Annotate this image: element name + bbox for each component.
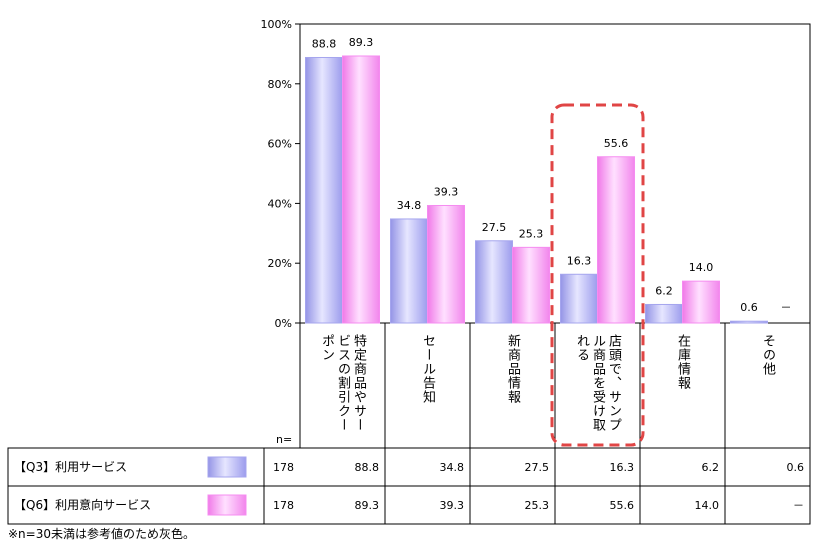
table-cell: 89.3 [355, 499, 380, 512]
bar [730, 320, 768, 324]
data-labels: 88.8 89.3 34.8 39.3 27.5 25.3 16.3 55.6 6.2 14.0 0… [312, 36, 792, 314]
data-label: 34.8 [397, 199, 422, 212]
bar [342, 55, 380, 324]
data-label: 16.3 [567, 254, 592, 267]
data-label: 89.3 [349, 36, 374, 49]
bar [427, 204, 465, 324]
table-cell: 55.6 [610, 499, 635, 512]
category-label: セール告知 [420, 334, 436, 404]
y-tick-label: 0% [275, 317, 292, 330]
category-label: ポン [319, 334, 334, 362]
bar [682, 280, 720, 324]
data-table: 【Q3】利用サービス 178 88.8 34.8 27.5 16.3 6.2 0.6 【Q6】利… [7, 447, 811, 525]
y-tick-label: 40% [268, 197, 292, 210]
data-label: 14.0 [689, 261, 714, 274]
table-n: 178 [273, 499, 294, 512]
data-label: 55.6 [604, 137, 629, 150]
table-cell: 88.8 [355, 461, 380, 474]
table-n: 178 [273, 461, 294, 474]
category-label: 在庫情報 [675, 334, 691, 390]
bar [645, 303, 683, 324]
category-label: ル商品を受け取 [590, 334, 606, 432]
footnote: ※n=30未満は参考値のため灰色。 [8, 526, 195, 541]
category-labels: ポン ビスの割引クー 特定商品やサー セール告知 新商品情報 れる ル商品を受け取 店頭で、サ… [319, 333, 776, 432]
y-tick-label: 20% [268, 257, 292, 270]
table-cell: 0.6 [787, 461, 805, 474]
category-label: その他 [760, 334, 776, 376]
data-label: 39.3 [434, 185, 459, 198]
data-label: 27.5 [482, 221, 507, 234]
y-tick-label: 100% [261, 18, 292, 31]
bars [305, 55, 768, 324]
y-tick-label: 60% [268, 138, 292, 151]
legend-swatch [207, 456, 247, 478]
table-cell: 25.3 [525, 499, 550, 512]
category-label: 新商品情報 [505, 333, 521, 404]
category-label: ビスの割引クー [335, 334, 351, 432]
data-label: 0.6 [740, 301, 758, 314]
data-label: 25.3 [519, 227, 544, 240]
category-label: 店頭で、サンプ [606, 334, 622, 432]
data-label: 6.2 [655, 284, 673, 297]
table-cell: 27.5 [525, 461, 550, 474]
bar [597, 156, 635, 324]
table-cell: 16.3 [610, 461, 635, 474]
table-cell: － [793, 499, 804, 512]
category-label: れる [574, 334, 590, 362]
table-cell: 6.2 [702, 461, 720, 474]
table-cell: 39.3 [440, 499, 465, 512]
category-label: 特定商品やサー [351, 334, 367, 432]
table-cell: 14.0 [695, 499, 720, 512]
bar [560, 273, 598, 324]
data-label: － [781, 301, 792, 314]
legend-label: 【Q3】利用サービス [14, 460, 127, 474]
y-tick-label: 80% [268, 78, 292, 91]
bar [305, 56, 343, 324]
bar [512, 246, 550, 324]
table-cell: 34.8 [440, 461, 465, 474]
legend-label: 【Q6】利用意向サービス [14, 497, 151, 512]
bar [390, 218, 428, 324]
n-label: n= [276, 433, 292, 446]
legend-swatch [207, 494, 247, 516]
highlight-box [550, 103, 645, 447]
bar [475, 240, 513, 324]
data-label: 88.8 [312, 37, 337, 50]
